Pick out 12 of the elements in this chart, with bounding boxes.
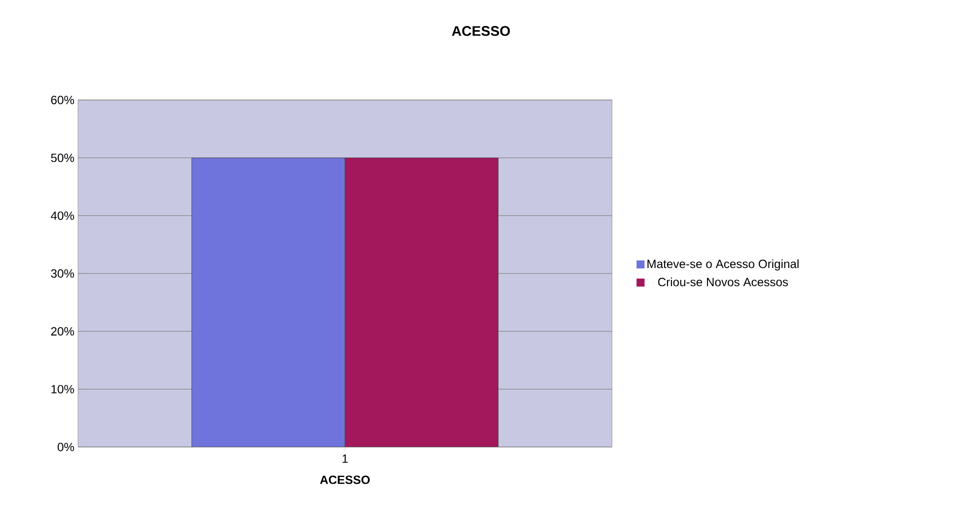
legend-label: Criou-se Novos Acessos	[658, 278, 788, 286]
y-tick-label: 40%	[50, 211, 74, 220]
y-tick-label: 10%	[51, 384, 74, 394]
y-tick-label: 0%	[58, 442, 74, 452]
y-tick-label: 20%	[51, 327, 74, 336]
legend-label: Mateve-se o Acesso Original	[648, 259, 799, 270]
y-tick-label: 60%	[51, 96, 74, 104]
x-axis-title: ACESSO	[320, 476, 370, 484]
y-tick-label: 50%	[51, 154, 74, 162]
x-tick-label: 1	[342, 454, 348, 463]
y-tick-label: 30%	[51, 269, 74, 278]
chart-title: ACESSO	[452, 26, 510, 36]
